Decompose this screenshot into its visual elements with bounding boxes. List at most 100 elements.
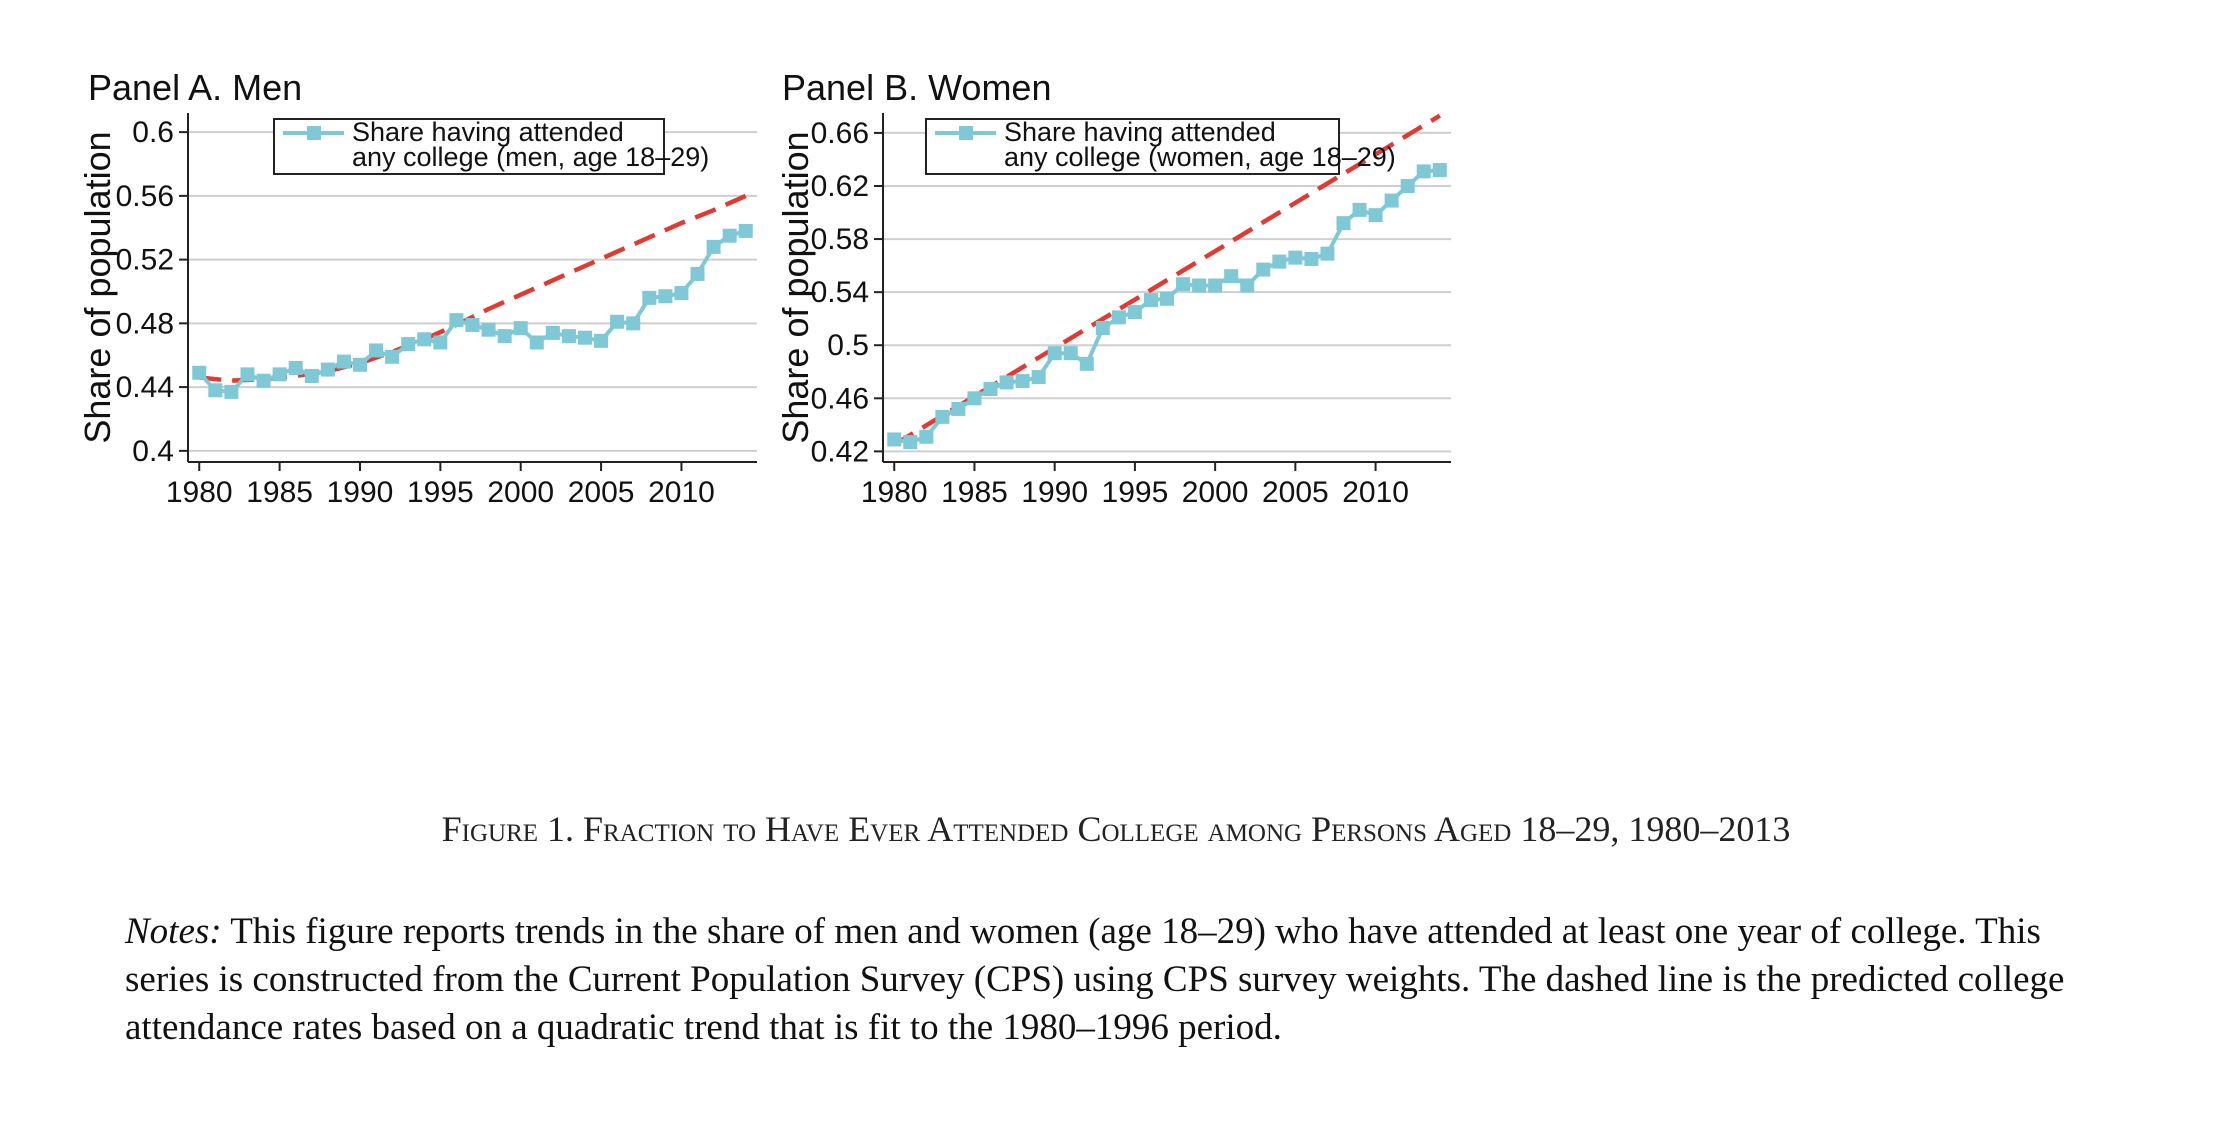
data-point — [1015, 374, 1030, 389]
figure-notes: Notes: This figure reports trends in the… — [125, 908, 2110, 1052]
legend-label-line1: Share having attended — [352, 117, 624, 147]
y-tick-label: 0.42 — [811, 435, 869, 468]
panel-title: Panel B. Women — [782, 67, 1051, 108]
data-point — [951, 401, 966, 416]
data-point — [594, 333, 609, 348]
data-point — [1400, 178, 1415, 193]
y-tick-label: 0.54 — [811, 276, 869, 309]
legend-box — [273, 118, 665, 175]
data-point — [1079, 356, 1094, 371]
data-point — [449, 313, 464, 328]
data-point — [1111, 310, 1126, 325]
y-tick-label: 0.48 — [116, 307, 174, 340]
data-point — [417, 332, 432, 347]
x-tick-label: 1995 — [1102, 476, 1169, 509]
x-tick-label: 1985 — [941, 476, 1008, 509]
data-point — [1063, 346, 1078, 361]
data-point — [481, 322, 496, 337]
y-tick-label: 0.46 — [811, 382, 869, 415]
data-point — [208, 383, 223, 398]
x-tick-label: 2000 — [487, 476, 554, 509]
y-tick-label: 0.62 — [811, 170, 869, 203]
y-tick-label: 0.66 — [811, 117, 869, 150]
legend-marker — [307, 126, 321, 140]
data-point — [1192, 278, 1207, 293]
data-point — [320, 362, 335, 377]
data-point — [1352, 202, 1367, 217]
data-point — [304, 368, 319, 383]
y-tick-label: 0.58 — [811, 223, 869, 256]
data-point — [626, 316, 641, 331]
data-point — [1416, 164, 1431, 179]
data-point — [513, 321, 528, 336]
data-point — [369, 343, 384, 358]
data-point — [738, 223, 753, 238]
figure-caption: Figure 1. Fraction to Have Ever Attended… — [0, 808, 2232, 850]
x-tick-label: 1990 — [1021, 476, 1088, 509]
data-point — [1272, 254, 1287, 269]
data-point — [1176, 277, 1191, 292]
chart-panel-men: 0.4 0.44 0.48 0.52 0.56 0.6 1980 1985 1990 1995 20… — [77, 67, 757, 509]
notes-lead: Notes: — [125, 911, 222, 952]
data-point — [1208, 278, 1223, 293]
x-tick-label: 1985 — [246, 476, 313, 509]
data-point — [256, 373, 271, 388]
data-point — [919, 429, 934, 444]
data-point — [192, 365, 207, 380]
data-point — [1047, 346, 1062, 361]
y-tick-label: 0.44 — [116, 371, 174, 404]
figure-panels: 0.4 0.44 0.48 0.52 0.56 0.6 1980 1985 1990 1995 20… — [77, 67, 1451, 509]
x-tick-label: 2005 — [1262, 476, 1329, 509]
y-tick-label: 0.4 — [132, 435, 174, 468]
y-axis-label: Share of population — [77, 131, 118, 443]
data-point — [352, 357, 367, 372]
data-point — [288, 360, 303, 375]
data-point — [642, 290, 657, 305]
data-point — [401, 337, 416, 352]
data-point — [529, 335, 544, 350]
legend-marker — [959, 126, 973, 140]
y-tick-label: 0.56 — [116, 180, 174, 213]
data-point — [1256, 262, 1271, 277]
y-tick-label: 0.52 — [116, 244, 174, 277]
data-point — [433, 335, 448, 350]
data-point — [1432, 163, 1447, 178]
data-point — [336, 354, 351, 369]
x-tick-label: 1995 — [407, 476, 474, 509]
chart-panel-women: 0.42 0.46 0.5 0.54 0.58 0.62 0.66 1980 1985 1990 1… — [775, 67, 1451, 509]
y-tick-label: 0.5 — [827, 329, 869, 362]
data-point — [983, 382, 998, 397]
data-point — [1384, 193, 1399, 208]
data-point — [690, 266, 705, 281]
y-tick-label: 0.6 — [132, 116, 174, 149]
data-point — [224, 384, 239, 399]
caption-text: Fraction to Have Ever Attended College a… — [583, 809, 1512, 849]
data-point — [1288, 250, 1303, 265]
data-point — [545, 325, 560, 340]
data-point — [658, 289, 673, 304]
data-point — [1368, 208, 1383, 223]
x-tick-label: 2005 — [568, 476, 635, 509]
data-point — [1143, 293, 1158, 308]
x-tick-label: 2010 — [1342, 476, 1409, 509]
data-point — [935, 409, 950, 424]
data-point — [706, 239, 721, 254]
caption-label: Figure 1. — [441, 809, 584, 849]
data-point — [674, 286, 689, 301]
data-point — [999, 375, 1014, 390]
data-point — [385, 349, 400, 364]
data-point — [1320, 246, 1335, 261]
x-tick-label: 2000 — [1182, 476, 1249, 509]
data-point — [465, 317, 480, 332]
data-point — [1160, 291, 1174, 306]
data-point — [1240, 278, 1255, 293]
trend-line-dashed — [199, 193, 747, 383]
data-point — [903, 435, 918, 450]
legend-label-line2: any college (men, age 18–29) — [352, 142, 709, 172]
legend-box — [925, 118, 1340, 175]
data-point — [1224, 269, 1239, 284]
data-point — [1304, 251, 1319, 266]
x-tick-label: 1990 — [327, 476, 394, 509]
data-point — [240, 367, 255, 382]
legend-label-line2: any college (women, age 18–29) — [1004, 142, 1396, 172]
